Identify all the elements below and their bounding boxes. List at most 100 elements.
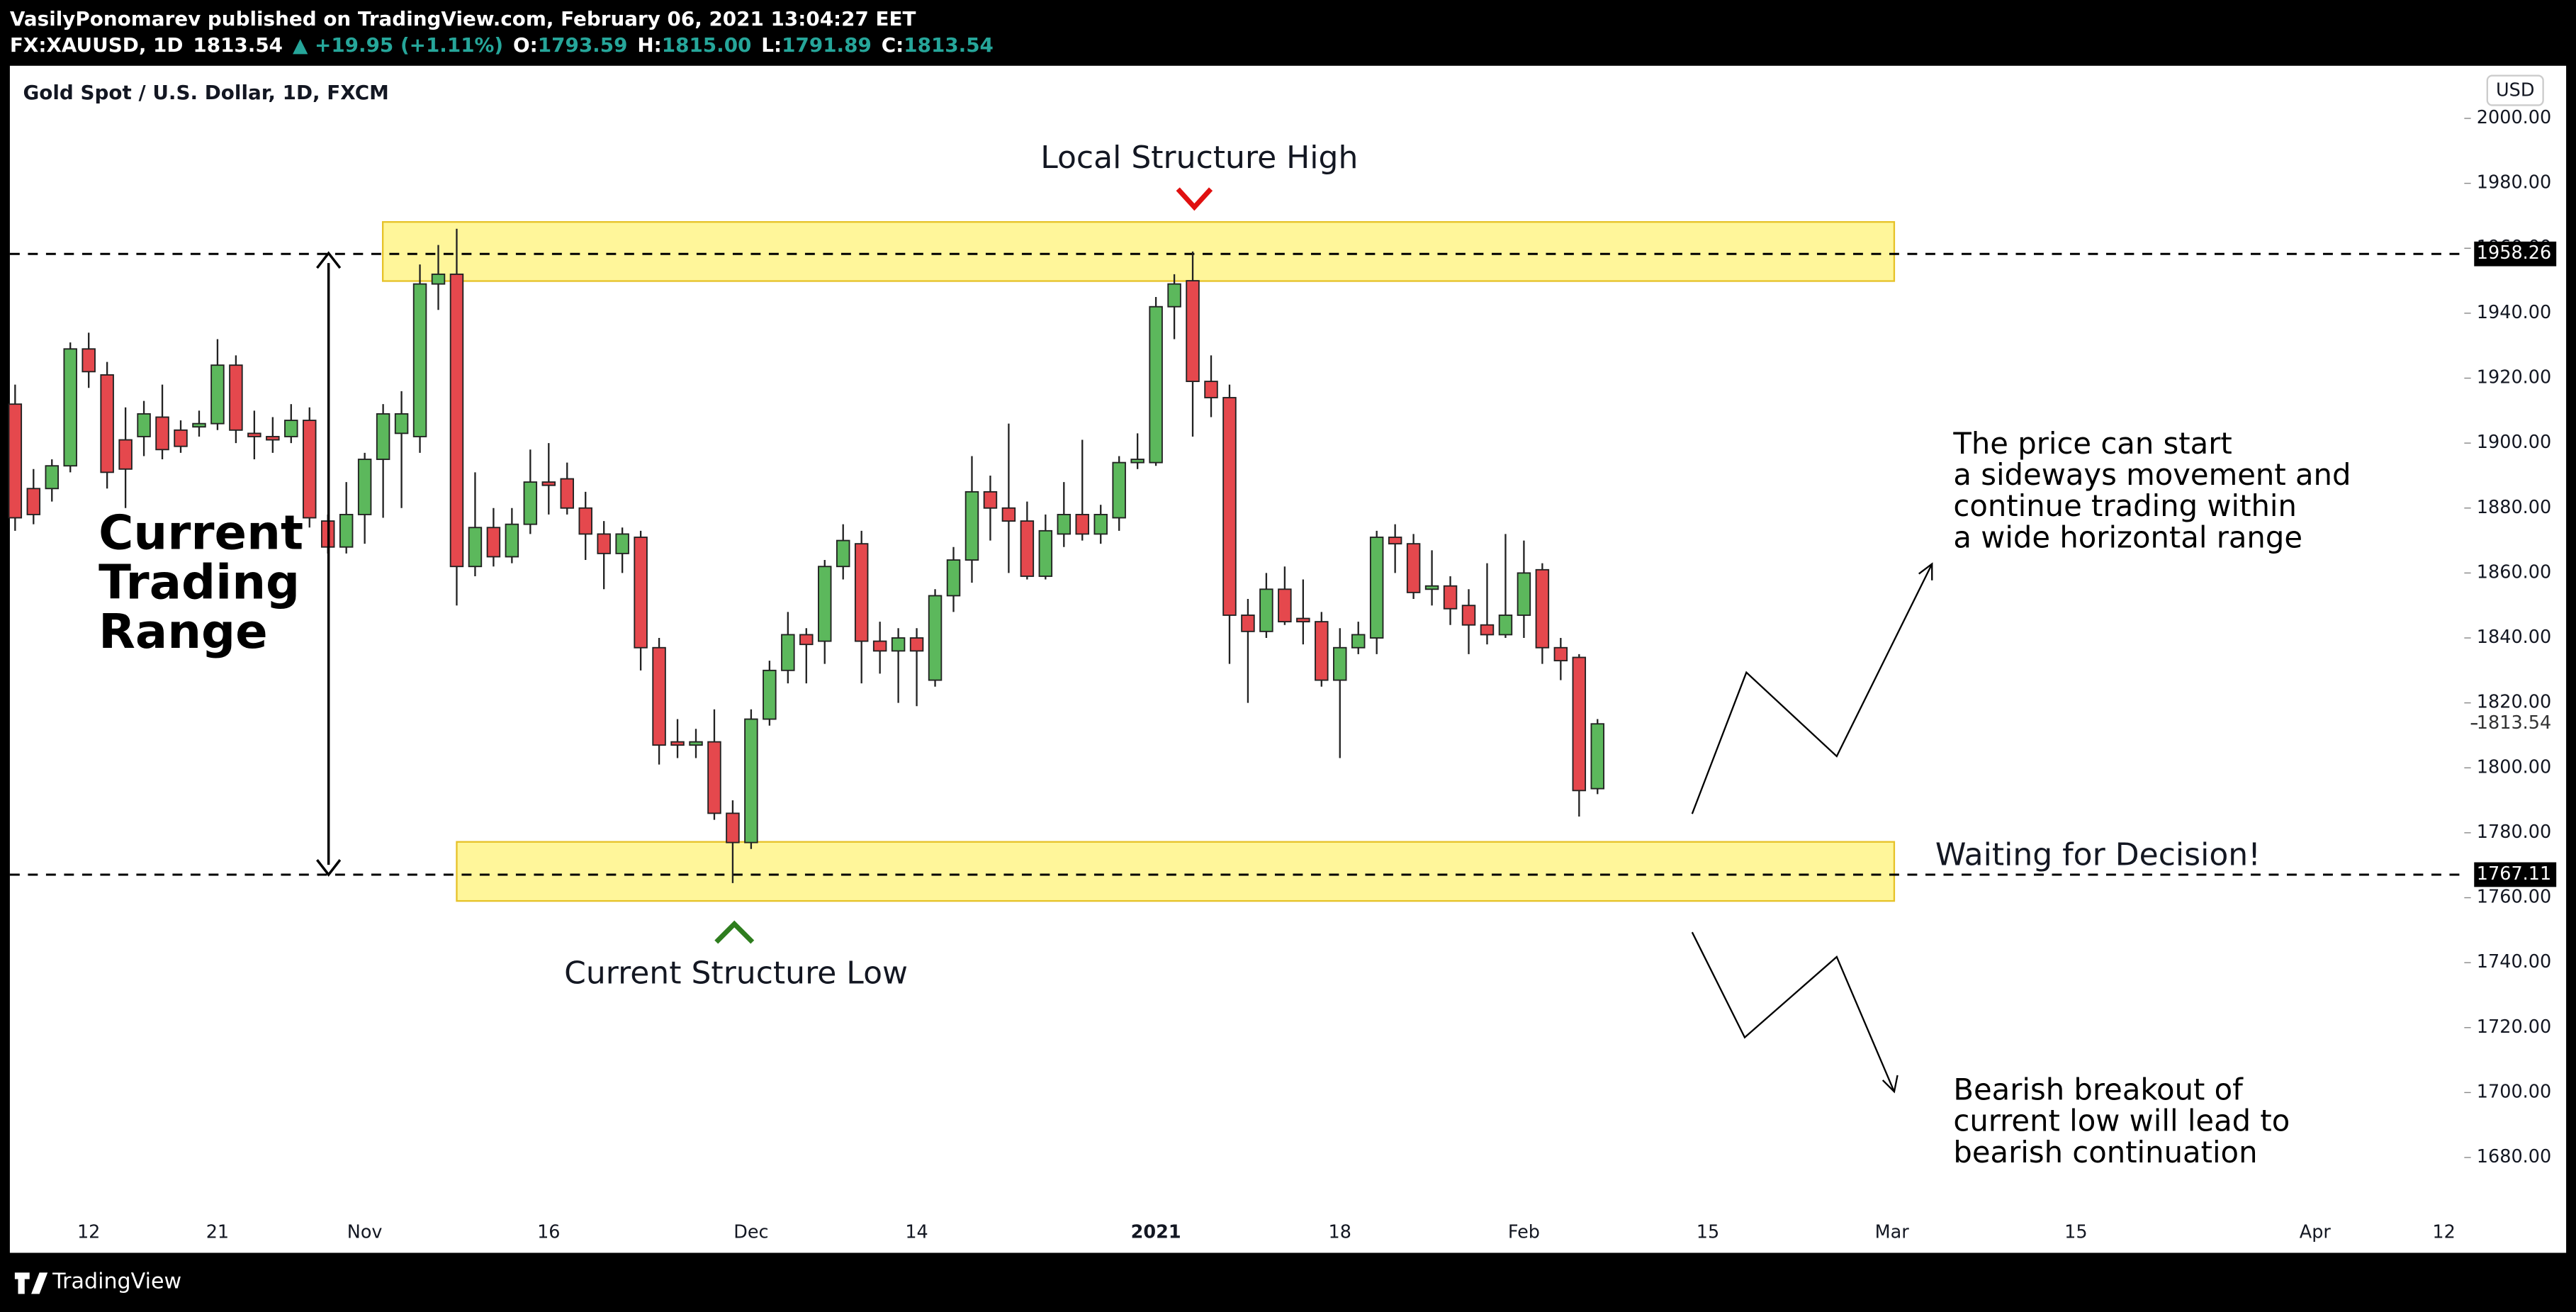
candle-body xyxy=(670,741,685,746)
last: 1813.54 xyxy=(193,33,283,57)
candle-body xyxy=(1333,646,1347,681)
candle-body xyxy=(597,533,611,554)
last-price-label: 1813.54 xyxy=(2477,712,2551,734)
x-tick-label: 21 xyxy=(206,1222,229,1243)
candle-body xyxy=(266,436,280,441)
candle-body xyxy=(634,537,648,649)
candle-body xyxy=(872,640,887,652)
candle-body xyxy=(1480,624,1495,636)
y-tick-label: 1860.00 xyxy=(2477,561,2551,583)
annotation: Local Structure High xyxy=(1040,140,1358,176)
candle-body xyxy=(1112,461,1126,519)
candle-body xyxy=(45,465,59,490)
level-tag xyxy=(2474,862,2557,887)
high-chevron xyxy=(1176,187,1213,211)
y-tick-label: 1780.00 xyxy=(2477,822,2551,843)
candle-body xyxy=(1553,646,1568,662)
candle-body xyxy=(26,488,41,515)
candle-body xyxy=(412,283,427,437)
y-tick-label: 1820.00 xyxy=(2477,692,2551,713)
candle-body xyxy=(1093,513,1108,535)
candle-body xyxy=(818,566,832,642)
candle-body xyxy=(909,637,924,652)
candle-body xyxy=(1222,397,1237,616)
candle-body xyxy=(1278,588,1292,623)
scenario-up xyxy=(1691,564,1933,814)
arrow-head xyxy=(316,251,342,269)
y-tick-label: 1800.00 xyxy=(2477,756,2551,778)
candle-body xyxy=(1186,280,1200,383)
candle-body xyxy=(541,481,556,486)
y-tick-label: 1840.00 xyxy=(2477,627,2551,648)
candle-body xyxy=(615,533,629,554)
y-tick-label: 1900.00 xyxy=(2477,432,2551,453)
candle-body xyxy=(763,669,777,720)
annotation: Range xyxy=(99,604,268,659)
candle-body xyxy=(1461,605,1476,626)
scenario-down xyxy=(1691,931,1895,1092)
candle-body xyxy=(560,478,574,509)
x-tick-label: 12 xyxy=(77,1222,100,1243)
currency: USD xyxy=(2496,80,2534,101)
candle-body xyxy=(1369,537,1384,639)
candle-body xyxy=(210,364,225,425)
candle-body xyxy=(1149,305,1163,464)
l-value: 1791.89 xyxy=(782,33,872,57)
annotation: Current Structure Low xyxy=(564,955,908,991)
x-tick-label: 15 xyxy=(1697,1222,1719,1243)
candle-body xyxy=(449,273,464,568)
logo xyxy=(14,1272,48,1294)
candle-body xyxy=(1572,656,1587,792)
candle-body xyxy=(357,459,372,515)
candle-body xyxy=(468,527,483,568)
annotation: Current xyxy=(99,505,303,561)
candle-body xyxy=(1388,537,1402,545)
candle-body xyxy=(726,812,740,843)
l-label: L: xyxy=(761,33,782,57)
x-tick-label: Dec xyxy=(733,1222,768,1243)
y-tick-label: 1720.00 xyxy=(2477,1016,2551,1038)
change: ▲ +19.95 (+1.11%) xyxy=(293,33,503,57)
candle-body xyxy=(1406,543,1421,593)
level-label: 1958.26 xyxy=(2477,242,2551,264)
annotation: Bearish breakout of xyxy=(1953,1072,2244,1107)
candle-body xyxy=(689,741,703,746)
y-tick-label: 1740.00 xyxy=(2477,951,2551,972)
candle-body xyxy=(1020,520,1035,577)
candle-body xyxy=(1498,615,1513,636)
candle-body xyxy=(284,420,298,437)
candle-body xyxy=(1001,507,1016,522)
candle-body xyxy=(81,348,96,373)
x-tick-label: Feb xyxy=(1508,1222,1540,1243)
annotation: a sideways movement and xyxy=(1953,457,2351,492)
o-value: 1793.59 xyxy=(538,33,628,57)
x-tick-label: Mar xyxy=(1875,1222,1910,1243)
candle-body xyxy=(1167,283,1181,308)
arrow-head xyxy=(1882,1075,1899,1094)
candle-body xyxy=(1535,568,1550,649)
x-tick-label: 18 xyxy=(1329,1222,1351,1243)
candle-body xyxy=(1296,617,1310,623)
y-tick-label: 1880.00 xyxy=(2477,497,2551,518)
candle-body xyxy=(247,432,261,437)
candle-body xyxy=(1057,513,1072,535)
x-tick-label: 16 xyxy=(537,1222,560,1243)
candle-body xyxy=(1038,529,1053,577)
x-tick-label: 2021 xyxy=(1131,1222,1181,1243)
o-label: O: xyxy=(513,33,538,57)
candle-body xyxy=(799,634,814,646)
candle-body xyxy=(652,646,666,746)
candle-body xyxy=(928,595,943,681)
arrow-head xyxy=(1918,562,1933,581)
candle-body xyxy=(1259,588,1273,632)
candle-body xyxy=(523,481,538,525)
low-chevron xyxy=(714,920,755,944)
annotation: continue trading within xyxy=(1953,488,2297,523)
candle-body xyxy=(854,543,869,642)
y-tick-label: 1680.00 xyxy=(2477,1146,2551,1167)
candle-body xyxy=(1241,615,1255,632)
annotation: current low will lead to xyxy=(1953,1104,2290,1138)
candle-body xyxy=(376,413,390,460)
candle-body xyxy=(303,420,317,519)
